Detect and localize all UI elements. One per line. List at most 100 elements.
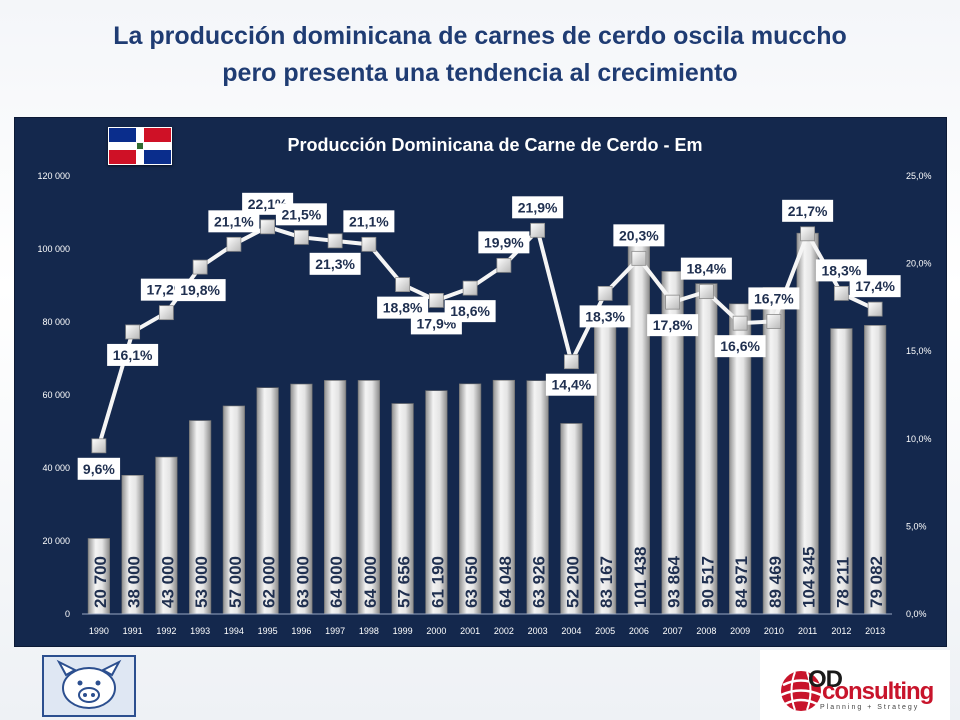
percent-label: 19,9% (484, 234, 524, 250)
line-marker-2006 (631, 250, 647, 266)
bar-value-label: 93 864 (665, 555, 684, 608)
y-right-tick-label: 0,0% (906, 609, 927, 619)
x-tick-label: 2010 (764, 626, 784, 636)
bar-value-label: 79 082 (867, 556, 886, 608)
line-marker-2012 (833, 285, 849, 301)
od-consulting-logo (760, 650, 950, 720)
bar-value-label: 57 656 (395, 556, 414, 608)
y-right-tick-label: 10,0% (906, 434, 932, 444)
percent-label-box (613, 224, 665, 247)
percent-label: 17,4% (855, 278, 895, 294)
x-tick-label: 2009 (730, 626, 750, 636)
percent-label: 18,3% (822, 262, 862, 278)
bar-value-label: 53 000 (192, 556, 211, 608)
line-marker-2003 (530, 222, 546, 238)
percent-label-box (343, 210, 395, 233)
y-left-tick-label: 0 (65, 609, 70, 619)
logo-tagline: Planning + Strategy (820, 704, 920, 711)
line-marker-2007 (665, 294, 681, 310)
x-tick-label: 2008 (696, 626, 716, 636)
percent-label-box (748, 287, 800, 310)
bar-value-label: 57 000 (226, 556, 245, 608)
pork-production-chart: Producción Dominicana de Carne de Cerdo … (37, 135, 932, 636)
bar-value-label: 78 211 (833, 557, 852, 608)
x-tick-label: 1991 (123, 626, 143, 636)
line-marker-2011 (800, 226, 816, 242)
percent-label: 18,8% (383, 300, 423, 316)
slide-title-line-2: pero presenta una tendencia al crecimien… (222, 59, 738, 87)
line-marker-2008 (698, 284, 714, 300)
percent-label-box (714, 335, 766, 358)
y-right-tick-label: 20,0% (906, 259, 932, 269)
x-tick-label: 2007 (663, 626, 683, 636)
logo-consulting-text: consulting (822, 678, 934, 705)
logo-od-text: OD (808, 666, 843, 693)
percent-label: 16,1% (113, 347, 153, 363)
x-tick-label: 2004 (561, 626, 581, 636)
percent-label-box (680, 257, 732, 280)
x-tick-label: 1995 (258, 626, 278, 636)
x-tick-label: 2011 (798, 626, 817, 636)
line-marker-1998 (361, 236, 377, 252)
x-tick-label: 1990 (89, 626, 109, 636)
y-left-tick-label: 80 000 (42, 317, 70, 327)
bar-value-label: 89 469 (766, 556, 785, 608)
bar-value-label: 64 000 (327, 556, 346, 608)
line-marker-1996 (293, 229, 309, 245)
percent-label: 16,6% (720, 338, 760, 354)
bar-value-label: 63 000 (293, 556, 312, 608)
x-tick-label: 2013 (865, 626, 885, 636)
line-marker-2005 (597, 285, 613, 301)
slide-title: La producción dominicana de carnes de ce… (0, 18, 960, 92)
x-tick-label: 2001 (460, 626, 480, 636)
line-marker-2010 (766, 314, 782, 329)
bar-value-label: 83 167 (597, 556, 616, 608)
line-marker-1994 (226, 236, 242, 252)
percent-label: 16,7% (754, 290, 794, 306)
percent-label-box (782, 199, 834, 222)
percent-label-box (107, 343, 159, 366)
percent-label-box (849, 275, 901, 298)
dominican-flag-icon (108, 127, 172, 165)
percent-label-box (545, 373, 597, 396)
bar-value-label: 90 517 (698, 556, 717, 608)
percent-label-box (647, 314, 699, 337)
bar-value-label: 64 000 (361, 556, 380, 608)
chart-panel: Producción Dominicana de Carne de Cerdo … (14, 117, 947, 647)
percent-label: 17,8% (653, 317, 693, 333)
x-tick-label: 1997 (325, 626, 345, 636)
line-marker-2001 (462, 280, 478, 296)
y-left-tick-label: 40 000 (42, 463, 70, 473)
percent-label: 9,6% (83, 461, 115, 477)
line-marker-1992 (158, 305, 174, 321)
percent-label-box (444, 300, 496, 323)
bar-value-label: 63 050 (462, 556, 481, 608)
y-left-tick-label: 100 000 (37, 244, 70, 254)
y-left-tick-label: 20 000 (42, 536, 70, 546)
percent-label: 18,4% (687, 261, 727, 277)
x-tick-label: 2005 (595, 626, 615, 636)
bar-value-label: 20 700 (91, 556, 110, 608)
y-left-tick-label: 120 000 (37, 171, 70, 181)
bar-value-label: 38 000 (125, 556, 144, 608)
percent-label: 21,1% (214, 213, 254, 229)
bar-value-label: 61 190 (428, 556, 447, 608)
x-tick-label: 1999 (393, 626, 413, 636)
slide-title-line-1: La producción dominicana de carnes de ce… (113, 22, 847, 50)
percent-label: 21,5% (282, 206, 322, 222)
percent-label-box (77, 457, 121, 480)
line-marker-1993 (192, 259, 208, 275)
percent-label: 21,9% (518, 199, 558, 215)
line-marker-1995 (260, 219, 276, 235)
line-layer: 9,6%16,1%17,2%19,8%21,1%22,1%21,5%21,3%2… (77, 192, 901, 480)
bar-value-label: 52 200 (563, 556, 582, 608)
y-right-tick-label: 15,0% (906, 346, 932, 356)
percent-label-box (174, 279, 226, 302)
y-left-tick-label: 60 000 (42, 390, 70, 400)
chart-title: Producción Dominicana de Carne de Cerdo … (287, 135, 702, 155)
x-tick-label: 1996 (291, 626, 311, 636)
percent-label: 21,3% (315, 256, 355, 272)
bar-value-label: 64 048 (496, 556, 515, 608)
line-marker-1999 (395, 277, 411, 293)
y-right-tick-label: 25,0% (906, 171, 932, 181)
